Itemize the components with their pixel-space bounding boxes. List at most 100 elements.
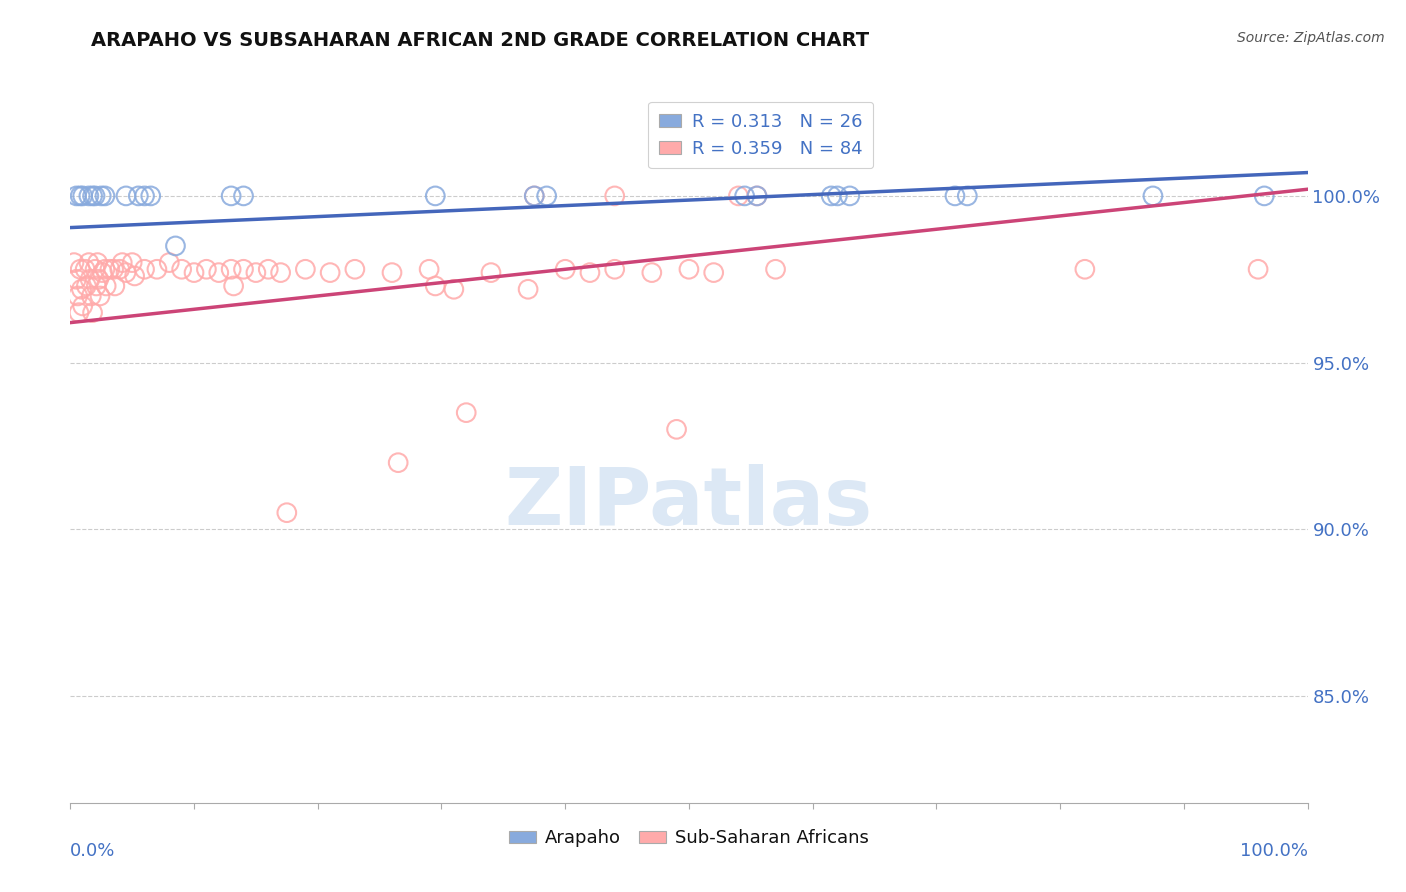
Point bbox=[79, 272, 101, 286]
Point bbox=[479, 266, 502, 280]
Point bbox=[75, 262, 97, 277]
Point bbox=[87, 272, 110, 286]
Point bbox=[536, 189, 558, 203]
Point bbox=[232, 189, 254, 203]
Point bbox=[270, 266, 292, 280]
Point bbox=[96, 279, 118, 293]
Point bbox=[517, 282, 540, 296]
Point bbox=[523, 189, 546, 203]
Point bbox=[219, 262, 242, 277]
Point bbox=[66, 289, 89, 303]
Point bbox=[678, 262, 700, 277]
Point bbox=[146, 262, 169, 277]
Point bbox=[89, 289, 111, 303]
Point bbox=[257, 262, 280, 277]
Point bbox=[72, 189, 94, 203]
Point bbox=[90, 189, 112, 203]
Point bbox=[84, 262, 107, 277]
Point bbox=[139, 189, 162, 203]
Point bbox=[165, 239, 187, 253]
Point bbox=[1253, 189, 1275, 203]
Text: 0.0%: 0.0% bbox=[70, 842, 115, 860]
Point bbox=[91, 266, 114, 280]
Point bbox=[183, 266, 205, 280]
Point bbox=[276, 506, 298, 520]
Point bbox=[734, 189, 756, 203]
Point bbox=[745, 189, 768, 203]
Point bbox=[703, 266, 725, 280]
Point bbox=[94, 189, 117, 203]
Point bbox=[943, 189, 966, 203]
Point bbox=[745, 189, 768, 203]
Point bbox=[603, 189, 626, 203]
Point bbox=[108, 262, 131, 277]
Point bbox=[115, 266, 138, 280]
Point bbox=[103, 262, 125, 277]
Point bbox=[232, 262, 254, 277]
Point bbox=[72, 299, 94, 313]
Point bbox=[222, 279, 245, 293]
Point bbox=[294, 262, 316, 277]
Point bbox=[84, 189, 107, 203]
Point bbox=[456, 406, 478, 420]
Point bbox=[65, 272, 87, 286]
Point bbox=[115, 189, 138, 203]
Point bbox=[94, 262, 117, 277]
Point bbox=[67, 305, 90, 319]
Point bbox=[84, 279, 107, 293]
Point bbox=[827, 189, 849, 203]
Text: 100.0%: 100.0% bbox=[1240, 842, 1308, 860]
Point bbox=[82, 305, 104, 319]
Point bbox=[77, 255, 100, 269]
Point bbox=[70, 282, 93, 296]
Point bbox=[208, 266, 231, 280]
Point bbox=[245, 266, 267, 280]
Point bbox=[579, 266, 602, 280]
Point bbox=[1142, 189, 1164, 203]
Point bbox=[82, 189, 104, 203]
Point bbox=[65, 189, 87, 203]
Point bbox=[641, 266, 664, 280]
Point bbox=[443, 282, 465, 296]
Point bbox=[170, 262, 193, 277]
Point bbox=[820, 189, 842, 203]
Point bbox=[77, 189, 100, 203]
Point bbox=[63, 255, 86, 269]
Point bbox=[134, 189, 156, 203]
Point bbox=[121, 255, 143, 269]
Point bbox=[219, 189, 242, 203]
Point bbox=[554, 262, 576, 277]
Point bbox=[80, 289, 103, 303]
Point bbox=[124, 268, 146, 283]
Point bbox=[104, 279, 127, 293]
Point bbox=[1074, 262, 1097, 277]
Point bbox=[319, 266, 342, 280]
Point bbox=[603, 262, 626, 277]
Point bbox=[381, 266, 404, 280]
Point bbox=[425, 279, 447, 293]
Point bbox=[111, 255, 134, 269]
Point bbox=[387, 456, 409, 470]
Point bbox=[127, 189, 149, 203]
Point bbox=[418, 262, 440, 277]
Point bbox=[134, 262, 156, 277]
Point bbox=[69, 189, 91, 203]
Point bbox=[98, 262, 121, 277]
Point bbox=[195, 262, 218, 277]
Point bbox=[343, 262, 366, 277]
Text: Source: ZipAtlas.com: Source: ZipAtlas.com bbox=[1237, 31, 1385, 45]
Point bbox=[86, 255, 108, 269]
Point bbox=[69, 262, 91, 277]
Point bbox=[727, 189, 749, 203]
Point bbox=[1247, 262, 1270, 277]
Legend: Arapaho, Sub-Saharan Africans: Arapaho, Sub-Saharan Africans bbox=[502, 822, 876, 855]
Point bbox=[838, 189, 860, 203]
Point bbox=[523, 189, 546, 203]
Point bbox=[765, 262, 787, 277]
Point bbox=[665, 422, 688, 436]
Point bbox=[956, 189, 979, 203]
Text: ZIPatlas: ZIPatlas bbox=[505, 464, 873, 542]
Text: ARAPAHO VS SUBSAHARAN AFRICAN 2ND GRADE CORRELATION CHART: ARAPAHO VS SUBSAHARAN AFRICAN 2ND GRADE … bbox=[91, 31, 869, 50]
Point bbox=[425, 189, 447, 203]
Point bbox=[75, 279, 97, 293]
